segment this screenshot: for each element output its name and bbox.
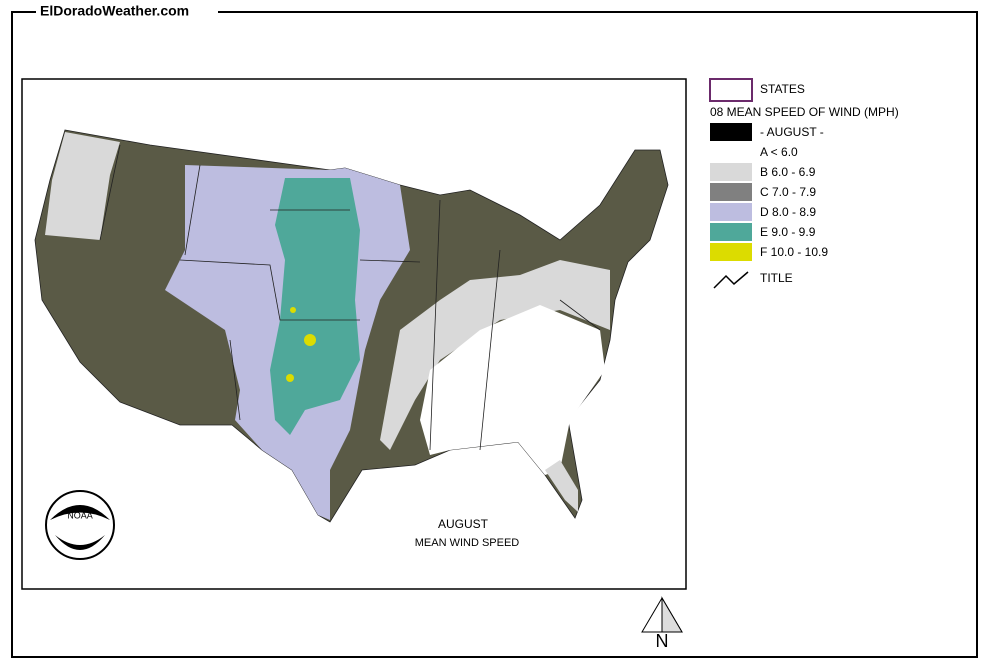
north-label: N xyxy=(656,631,669,651)
legend-swatch xyxy=(710,163,752,181)
state-borders xyxy=(99,144,601,451)
region-yellow xyxy=(286,374,294,382)
legend-swatch xyxy=(710,183,752,201)
map-caption-month: AUGUST xyxy=(438,517,489,531)
region-gray-east xyxy=(380,260,610,450)
region-light xyxy=(45,132,120,240)
legend-label: F 10.0 - 10.9 xyxy=(760,245,828,259)
frame xyxy=(11,11,978,658)
legend-label: D 8.0 - 8.9 xyxy=(760,205,816,219)
states-swatch xyxy=(709,78,753,102)
logo-text: NOAA xyxy=(67,510,93,520)
legend-label: C 7.0 - 7.9 xyxy=(760,185,816,199)
site-title: ElDoradoWeather.com xyxy=(40,3,189,19)
legend-label: A < 6.0 xyxy=(760,145,798,159)
legend-swatch xyxy=(710,243,752,261)
region-florida xyxy=(545,460,578,512)
legend-swatch xyxy=(710,123,752,141)
region-teal xyxy=(270,178,360,435)
us-map xyxy=(34,129,669,523)
legend-swatch xyxy=(710,203,752,221)
legend-states: STATES xyxy=(760,82,805,96)
legend-swatch xyxy=(710,143,752,161)
title-gap xyxy=(36,2,218,22)
legend-label: E 9.0 - 9.9 xyxy=(760,225,816,239)
legend-label: B 6.0 - 6.9 xyxy=(760,165,816,179)
north-arrow: N xyxy=(641,596,683,651)
legend-label: - AUGUST - xyxy=(760,125,824,139)
region-white xyxy=(420,305,605,475)
region-yellow xyxy=(304,334,316,346)
region-yellow xyxy=(290,307,296,313)
legend-title-symbol: TITLE xyxy=(760,271,793,285)
title-symbol xyxy=(713,271,749,289)
map-caption-title: MEAN WIND SPEED xyxy=(415,537,520,549)
noaa-logo: NOAA xyxy=(45,490,115,560)
legend-swatch xyxy=(710,223,752,241)
legend-subtitle: 08 MEAN SPEED OF WIND (MPH) xyxy=(710,105,899,119)
